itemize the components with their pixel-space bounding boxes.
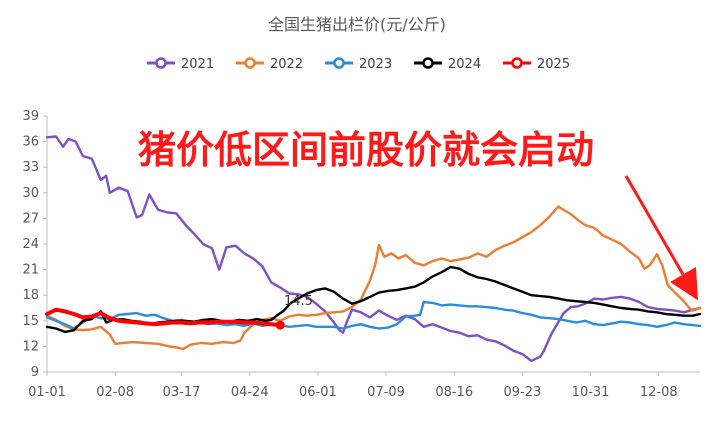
series-line-2023 — [45, 300, 702, 330]
y-tick-label: 30 — [22, 186, 39, 201]
y-tick-label: 36 — [22, 135, 39, 150]
banner-text: 猪价低区间前股价就会启动 — [138, 128, 594, 172]
y-tick-label: 15 — [22, 314, 39, 329]
series-line-2022 — [45, 205, 702, 351]
series-end-marker-2025 — [275, 320, 285, 330]
x-tick-label: 09-23 — [504, 385, 542, 400]
x-tick-label: 03-17 — [163, 385, 201, 400]
legend-label-2023: 2023 — [359, 57, 392, 72]
legend: 2021 2022 2023 2024 2025 — [147, 57, 570, 72]
y-tick-label: 39 — [22, 109, 39, 124]
y-tick-label: 24 — [22, 237, 39, 252]
legend-marker-2023 — [333, 57, 345, 69]
x-tick-label: 04-24 — [231, 385, 269, 400]
x-tick-label: 08-16 — [435, 385, 473, 400]
series-line-2025 — [45, 307, 283, 328]
series-lines — [45, 135, 702, 363]
series-line-2021 — [45, 135, 702, 363]
y-tick-label: 18 — [22, 288, 39, 303]
red-arrow — [624, 175, 699, 301]
legend-label-2024: 2024 — [448, 57, 481, 72]
y-tick-label: 33 — [22, 160, 39, 175]
x-tick-label: 06-01 — [299, 385, 337, 400]
legend-marker-2025 — [511, 57, 523, 69]
x-tick-label: 12-08 — [640, 385, 678, 400]
chart-title: 全国生猪出栏价(元/公斤) — [268, 15, 446, 34]
x-tick-label: 01-01 — [28, 385, 66, 400]
x-tick-label: 07-09 — [367, 385, 405, 400]
legend-label-2022: 2022 — [270, 57, 303, 72]
x-tick-label: 02-08 — [96, 385, 134, 400]
y-tick-label: 9 — [31, 365, 39, 380]
legend-marker-2024 — [422, 57, 434, 69]
legend-marker-2021 — [155, 57, 167, 69]
annotation-label: 14.5 — [284, 294, 313, 309]
y-tick-label: 21 — [22, 263, 39, 278]
legend-label-2025: 2025 — [537, 57, 570, 72]
y-tick-label: 27 — [22, 211, 39, 226]
x-tick-label: 10-31 — [572, 385, 610, 400]
legend-marker-2022 — [244, 57, 256, 69]
y-tick-labels: 9 12 15 18 21 24 27 30 33 36 39 — [22, 109, 47, 380]
x-tick-labels: 01-01 02-08 03-17 04-24 06-01 07-09 08-16 09-23… — [28, 372, 678, 400]
legend-label-2021: 2021 — [181, 57, 214, 72]
y-tick-label: 12 — [22, 339, 39, 354]
